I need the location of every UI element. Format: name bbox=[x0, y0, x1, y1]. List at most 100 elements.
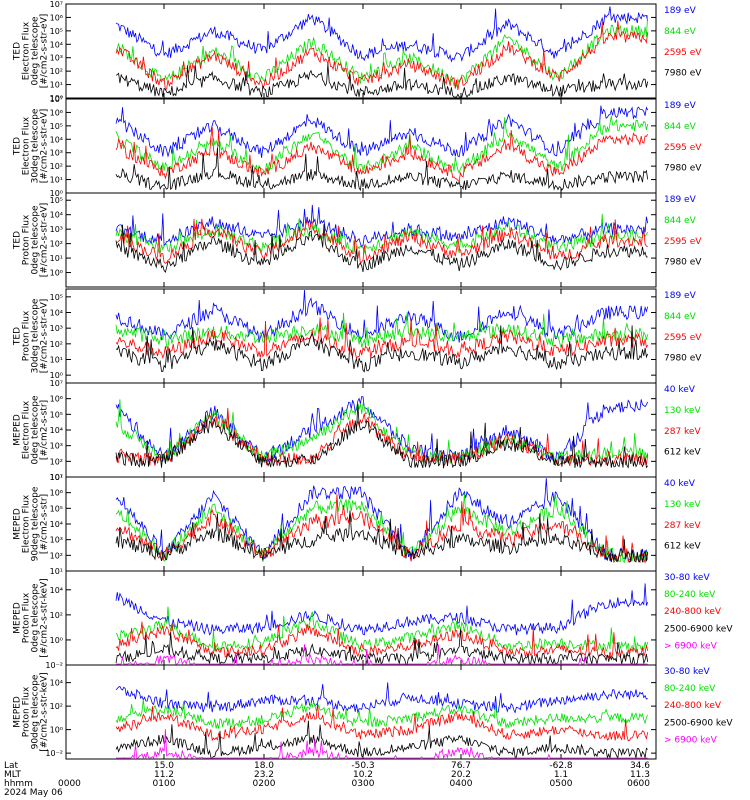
y-tick-label: 10³ bbox=[50, 149, 63, 158]
bottom-hhmm-0: 0100 bbox=[153, 779, 176, 789]
series-trace bbox=[115, 606, 649, 654]
series-trace bbox=[115, 20, 649, 91]
bottom-mlt-1: 23.2 bbox=[254, 770, 274, 780]
y-tick-label: 10⁻² bbox=[45, 749, 63, 758]
bottom-hhmm-3: 0400 bbox=[450, 779, 473, 789]
channel-label: > 6900 keV bbox=[664, 641, 718, 651]
channel-label: 2500-6900 keV bbox=[664, 624, 733, 634]
y-axis-label-line: 0deg telescope bbox=[31, 205, 41, 275]
channel-label: 189 eV bbox=[664, 101, 697, 111]
channel-label: 40 keV bbox=[664, 479, 696, 489]
channel-label: 130 keV bbox=[664, 500, 701, 510]
y-axis-label-line: [#/cm2-s-str-eV] bbox=[40, 109, 50, 184]
series-trace bbox=[115, 478, 649, 563]
channel-label: 80-240 keV bbox=[664, 684, 716, 694]
panel-frame bbox=[65, 192, 657, 288]
y-tick-label: 10² bbox=[50, 702, 63, 711]
y-tick-label: 10² bbox=[50, 457, 63, 466]
y-tick-label: 10⁷ bbox=[50, 379, 63, 388]
y-tick-label: 10² bbox=[50, 240, 63, 249]
y-tick-label: 10⁴ bbox=[50, 309, 63, 318]
series-trace bbox=[115, 148, 649, 192]
series-trace bbox=[115, 494, 648, 564]
series-trace bbox=[115, 510, 649, 563]
bottom-hhmm-5: 0600 bbox=[627, 779, 650, 789]
series-trace bbox=[116, 729, 648, 760]
bottom-lat-5: 34.6 bbox=[630, 761, 650, 771]
y-axis-label: TED Proton Flux 30deg telescope [#/cm2-s-st… bbox=[13, 298, 50, 373]
y-tick-label: 10¹ bbox=[50, 473, 63, 482]
y-axis-label-line: [#/cm2-s-str-keV] bbox=[40, 672, 50, 751]
channel-label: 612 keV bbox=[664, 542, 701, 552]
series-trace bbox=[115, 682, 648, 714]
y-tick-label: 10⁰ bbox=[50, 189, 63, 198]
channel-label: 287 keV bbox=[664, 427, 701, 437]
series-trace bbox=[115, 289, 649, 343]
y-tick-label: 10⁴ bbox=[50, 520, 63, 529]
y-tick-label: 10⁵ bbox=[50, 504, 63, 513]
y-tick-label: 10⁷ bbox=[50, 473, 63, 482]
y-axis-label-line: TED bbox=[13, 42, 23, 61]
bottom-mlt-4: 1.1 bbox=[554, 770, 568, 780]
panel-frame bbox=[65, 664, 657, 760]
y-axis-label: TED Electron Flux 30deg telescope [#/cm2-s-… bbox=[13, 108, 50, 183]
y-tick-label: 10⁻² bbox=[45, 661, 63, 670]
series-trace bbox=[115, 493, 649, 564]
y-axis-label: TED Electron Flux 0deg telescope [#/cm2-s-s… bbox=[13, 14, 50, 89]
channel-label: 240-800 keV bbox=[664, 607, 722, 617]
series-trace bbox=[115, 407, 649, 467]
channel-label: 2595 eV bbox=[664, 48, 702, 58]
series-trace bbox=[115, 629, 649, 666]
bottom-row-label-mlt: MLT bbox=[4, 770, 22, 780]
y-axis-label-line: 0deg telescope bbox=[31, 395, 41, 465]
y-axis-label-line: 90deg telescope bbox=[31, 486, 41, 561]
series-trace bbox=[115, 312, 649, 348]
y-tick-label: 10⁰ bbox=[50, 94, 63, 103]
bottom-lat-3: 76.7 bbox=[451, 761, 471, 771]
y-tick-label: 10¹ bbox=[50, 254, 63, 263]
y-axis-label-line: 30deg telescope bbox=[31, 108, 41, 183]
channel-label: 30-80 keV bbox=[664, 667, 710, 677]
bottom-hhmm-4: 0500 bbox=[550, 779, 573, 789]
panel-frame bbox=[65, 3, 657, 99]
channel-label: 844 eV bbox=[664, 27, 697, 37]
y-axis-label-line: Proton Flux bbox=[22, 310, 32, 361]
channel-label: 7980 eV bbox=[664, 258, 702, 268]
y-tick-label: 10² bbox=[50, 611, 63, 620]
y-axis-label: MEPED Electron Flux 0deg telescope [#/cm2-s… bbox=[13, 395, 50, 465]
y-tick-label: 10⁷ bbox=[50, 95, 63, 104]
y-tick-label: 10⁷ bbox=[50, 0, 63, 9]
y-tick-label: 10¹ bbox=[50, 81, 63, 90]
y-tick-label: 10⁵ bbox=[50, 410, 63, 419]
channel-label: 40 keV bbox=[664, 385, 696, 395]
y-axis-label: MEPED Electron Flux 90deg telescope [#/cm2-… bbox=[13, 486, 50, 561]
y-axis-label-line: [#/cm2-s-str] bbox=[40, 494, 50, 554]
series-trace bbox=[115, 6, 649, 63]
y-axis-label-line: TED bbox=[13, 137, 23, 156]
y-axis-label-line: MEPED bbox=[13, 696, 23, 728]
bottom-lat-2: -50.3 bbox=[351, 761, 374, 771]
y-tick-label: 10⁶ bbox=[50, 108, 63, 117]
y-axis-label: MEPED Proton Flux 90deg telescope [#/cm2-s-… bbox=[13, 672, 50, 751]
channel-label: 2595 eV bbox=[664, 237, 702, 247]
y-tick-label: 10⁰ bbox=[50, 726, 63, 735]
y-tick-label: 10⁵ bbox=[50, 196, 63, 205]
y-axis-label-line: 0deg telescope bbox=[31, 583, 41, 653]
y-tick-label: 10¹ bbox=[50, 176, 63, 185]
channel-label: 80-240 keV bbox=[664, 590, 716, 600]
series-trace bbox=[115, 703, 649, 742]
y-tick-label: 10³ bbox=[50, 54, 63, 63]
y-axis-label-line: MEPED bbox=[13, 414, 23, 446]
y-axis-label: TED Proton Flux 0deg telescope [#/cm2-s-str… bbox=[13, 203, 50, 278]
series-trace bbox=[115, 204, 649, 248]
y-tick-label: 10⁶ bbox=[50, 489, 63, 498]
series-trace bbox=[116, 644, 648, 666]
y-tick-label: 10⁴ bbox=[50, 426, 63, 435]
y-axis-label-line: 0deg telescope bbox=[31, 16, 41, 86]
y-tick-label: 10⁶ bbox=[50, 395, 63, 404]
